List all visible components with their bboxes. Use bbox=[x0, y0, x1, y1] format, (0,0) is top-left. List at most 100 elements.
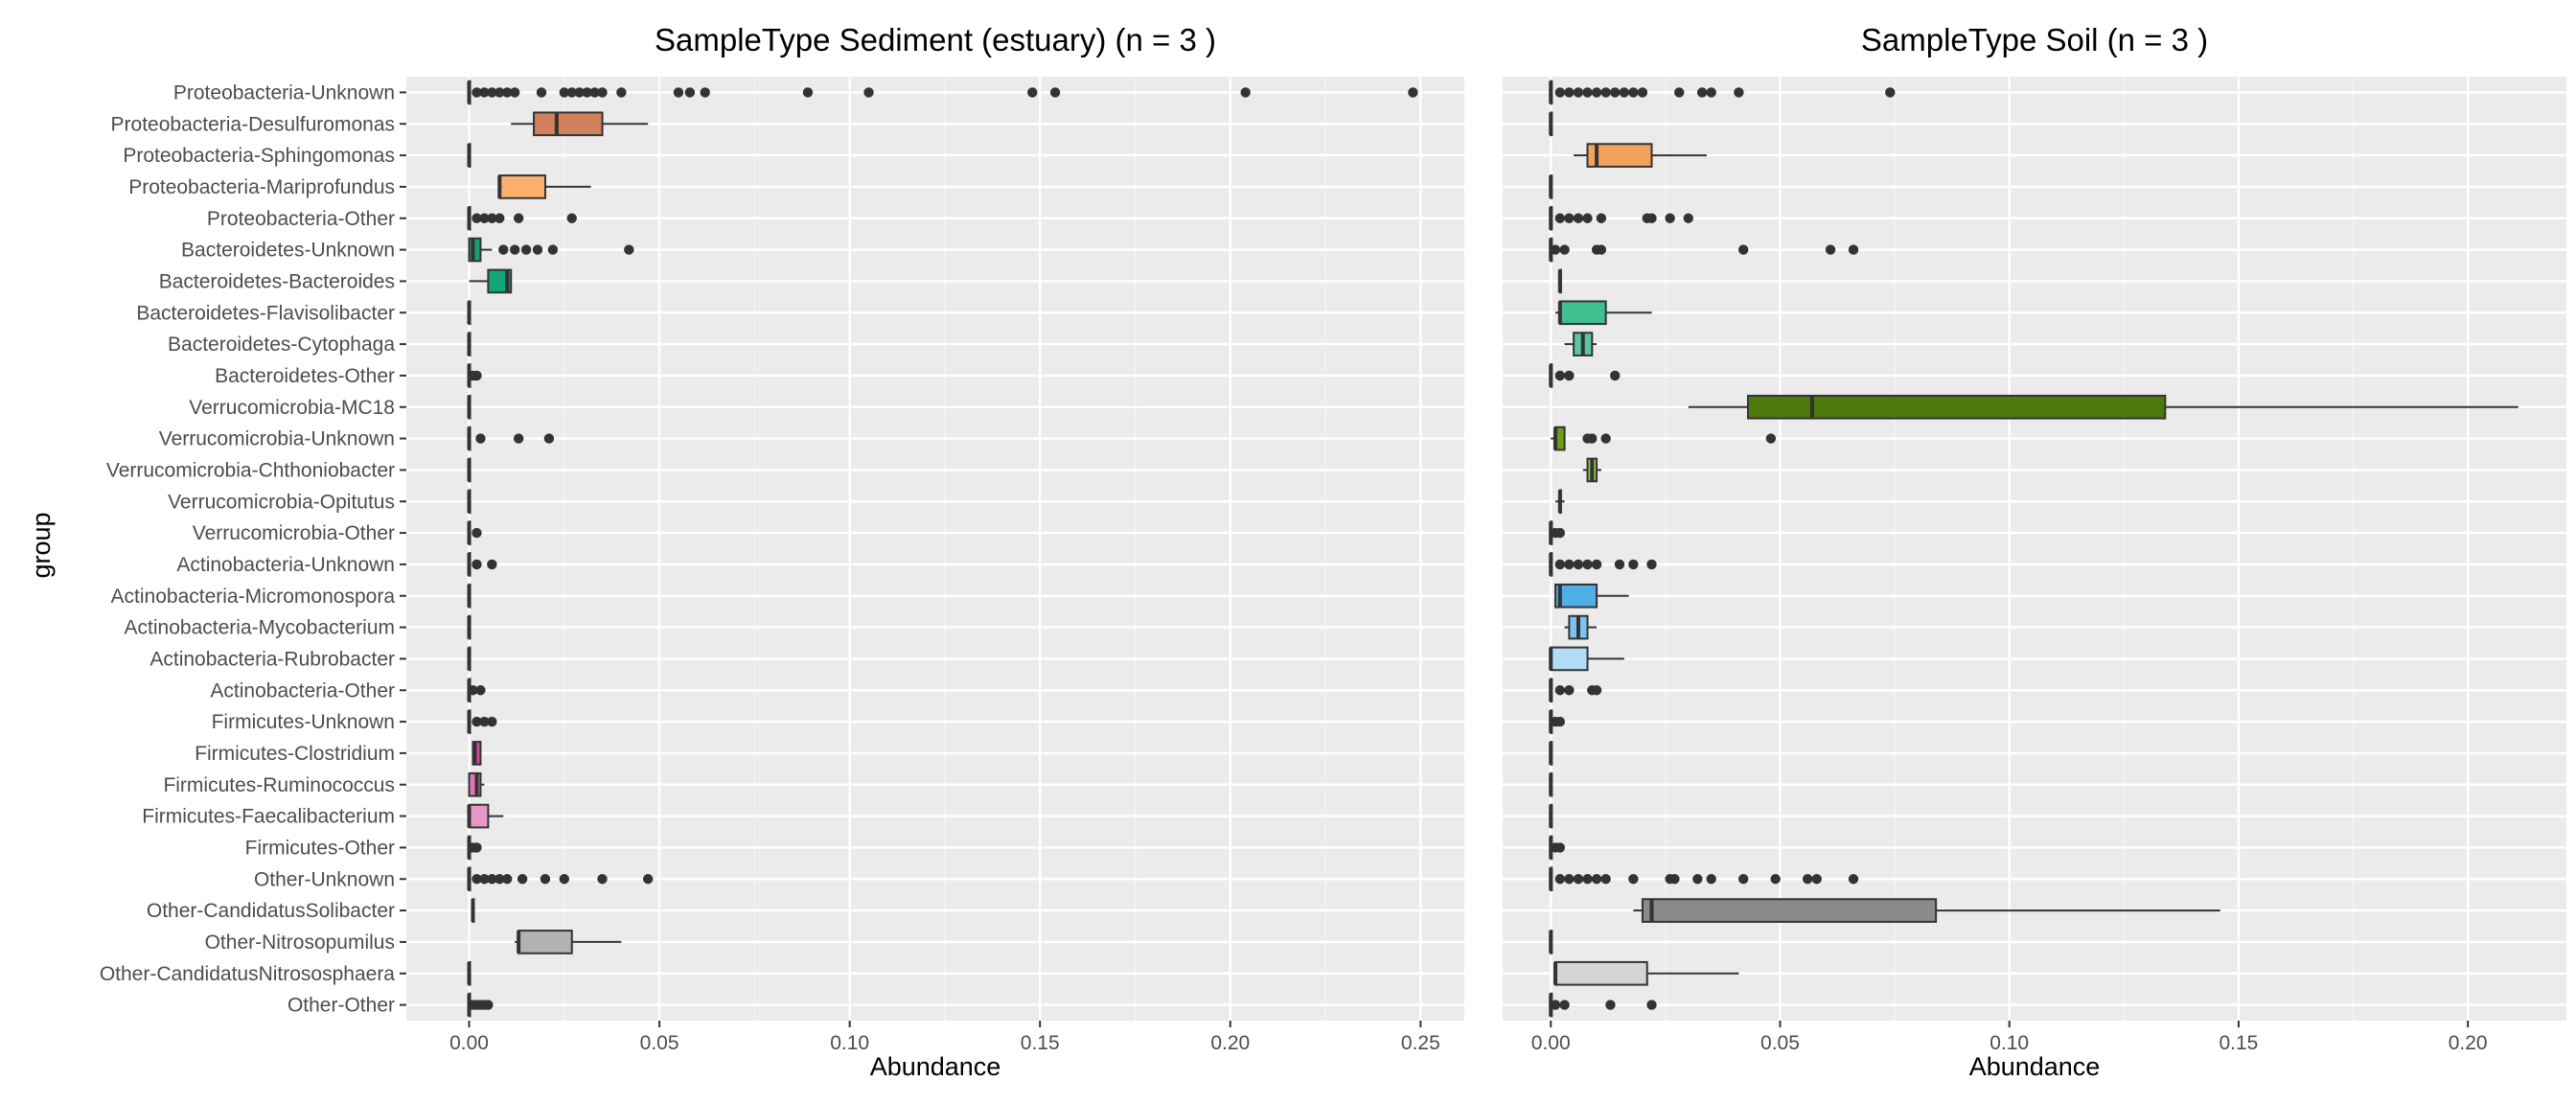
x-tick-label: 0.00 bbox=[1531, 1032, 1571, 1054]
outlier-point bbox=[1628, 87, 1639, 98]
box-proteobacteria-other bbox=[467, 205, 577, 231]
outlier-point bbox=[1600, 87, 1611, 98]
box-iqr bbox=[1558, 300, 1607, 326]
outlier-point bbox=[487, 716, 497, 727]
box-proteobacteria-mariprofundus bbox=[1549, 174, 1553, 199]
outlier-point bbox=[509, 87, 520, 98]
outlier-point bbox=[1637, 87, 1648, 98]
box-proteobacteria-unknown bbox=[1549, 80, 1896, 105]
outlier-point bbox=[1628, 874, 1639, 885]
outlier-point bbox=[1550, 244, 1561, 255]
outlier-point bbox=[1610, 87, 1621, 98]
outlier-point bbox=[543, 433, 555, 444]
outlier-point bbox=[1696, 87, 1708, 98]
outlier-point bbox=[479, 874, 490, 885]
box-iqr bbox=[533, 111, 604, 137]
box-actinobacteria-unknown bbox=[1549, 552, 1657, 577]
y-tick-label-proteobacteria-unknown: Proteobacteria-Unknown bbox=[173, 81, 395, 104]
box-other-other bbox=[467, 992, 494, 1018]
outlier-point bbox=[1027, 87, 1038, 98]
outlier-point bbox=[1573, 874, 1584, 885]
y-tick-label-actinobacteria-mycobacterium: Actinobacteria-Mycobacterium bbox=[125, 617, 395, 639]
box-proteobacteria-sphingomonas bbox=[467, 143, 472, 168]
outlier-point bbox=[1591, 874, 1602, 885]
outlier-point bbox=[1591, 685, 1602, 696]
box-verrucomicrobia-mc18 bbox=[467, 394, 472, 420]
outlier-point bbox=[574, 87, 585, 98]
outlier-point bbox=[472, 370, 482, 381]
outlier-point bbox=[700, 87, 710, 98]
box-bacteroidetes-other bbox=[467, 363, 482, 388]
outlier-point bbox=[1550, 1000, 1561, 1010]
outlier-point bbox=[642, 874, 654, 885]
x-tick-label: 0.20 bbox=[1210, 1032, 1250, 1054]
box-actinobacteria-micromonospora bbox=[1554, 583, 1629, 609]
outlier-point bbox=[479, 213, 490, 223]
outlier-point bbox=[1554, 716, 1566, 727]
y-tick-label-other-nitrosopumilus: Other-Nitrosopumilus bbox=[205, 932, 395, 954]
box-firmicutes-clostridium bbox=[1549, 741, 1553, 766]
box-other-other bbox=[1549, 992, 1657, 1018]
box-bacteroidetes-cytophaga bbox=[467, 332, 472, 356]
box-verrucomicrobia-unknown bbox=[1551, 426, 1777, 451]
panel-title: SampleType Soil (n = 3 ) bbox=[1861, 22, 2208, 58]
outlier-point bbox=[520, 244, 532, 255]
outlier-point bbox=[513, 433, 524, 444]
y-axis-title: group bbox=[27, 512, 56, 578]
x-tick-label: 0.20 bbox=[2449, 1032, 2488, 1054]
outlier-point bbox=[1559, 1000, 1570, 1010]
outlier-point bbox=[472, 213, 482, 223]
box-proteobacteria-mariprofundus bbox=[497, 174, 591, 199]
y-tick-label-verrucomicrobia-unknown: Verrucomicrobia-Unknown bbox=[159, 428, 395, 450]
y-tick-label-bacteroidetes-bacteroides: Bacteroidetes-Bacteroides bbox=[159, 270, 395, 292]
outlier-point bbox=[1559, 244, 1570, 255]
y-tick-label-bacteroidetes-flavisolibacter: Bacteroidetes-Flavisolibacter bbox=[136, 302, 395, 324]
outlier-point bbox=[1591, 87, 1602, 98]
y-tick-label-other-candidatussolibacter: Other-CandidatusSolibacter bbox=[147, 900, 395, 922]
box-actinobacteria-rubrobacter bbox=[467, 646, 472, 672]
outlier-point bbox=[1587, 433, 1598, 444]
outlier-point bbox=[1646, 213, 1657, 223]
outlier-point bbox=[472, 87, 482, 98]
outlier-point bbox=[802, 87, 814, 98]
y-tick-label-firmicutes-clostridium: Firmicutes-Clostridium bbox=[195, 743, 395, 765]
outlier-point bbox=[475, 433, 486, 444]
box-iqr bbox=[468, 803, 490, 829]
x-tick-label: 0.15 bbox=[2219, 1032, 2258, 1054]
box-iqr bbox=[1586, 143, 1653, 168]
y-tick-label-verrucomicrobia-mc18: Verrucomicrobia-MC18 bbox=[189, 397, 395, 419]
box-other-candidatusnitrososphaera bbox=[1553, 960, 1739, 986]
box-iqr bbox=[498, 174, 546, 199]
outlier-point bbox=[1692, 874, 1703, 885]
y-tick-label-other-unknown: Other-Unknown bbox=[254, 868, 395, 890]
y-tick-label-actinobacteria-micromonospora: Actinobacteria-Micromonospora bbox=[111, 586, 396, 608]
outlier-point bbox=[509, 244, 520, 255]
outlier-point bbox=[1628, 559, 1639, 570]
box-iqr bbox=[1550, 646, 1589, 672]
y-tick-label-proteobacteria-other: Proteobacteria-Other bbox=[207, 208, 395, 230]
box-firmicutes-clostridium bbox=[472, 741, 482, 766]
outlier-point bbox=[559, 87, 570, 98]
outlier-point bbox=[863, 87, 874, 98]
outlier-point bbox=[1646, 1000, 1657, 1010]
outlier-point bbox=[468, 685, 478, 696]
outlier-point bbox=[1706, 874, 1716, 885]
x-tick-label: 0.05 bbox=[640, 1032, 679, 1054]
outlier-point bbox=[1737, 874, 1749, 885]
box-bacteroidetes-cytophaga bbox=[1564, 332, 1598, 356]
box-verrucomicrobia-unknown bbox=[467, 426, 555, 451]
outlier-point bbox=[1665, 213, 1675, 223]
y-tick-label-actinobacteria-other: Actinobacteria-Other bbox=[210, 679, 395, 702]
box-other-nitrosopumilus bbox=[515, 930, 622, 954]
outlier-point bbox=[502, 874, 513, 885]
outlier-point bbox=[1582, 559, 1593, 570]
outlier-point bbox=[616, 87, 627, 98]
outlier-point bbox=[1564, 370, 1575, 381]
outlier-point bbox=[487, 559, 497, 570]
box-actinobacteria-rubrobacter bbox=[1549, 646, 1624, 672]
x-tick-label: 0.10 bbox=[1990, 1032, 2029, 1054]
outlier-point bbox=[540, 874, 551, 885]
outlier-point bbox=[513, 213, 524, 223]
outlier-point bbox=[487, 87, 497, 98]
y-tick-label-firmicutes-ruminococcus: Firmicutes-Ruminococcus bbox=[163, 774, 395, 796]
